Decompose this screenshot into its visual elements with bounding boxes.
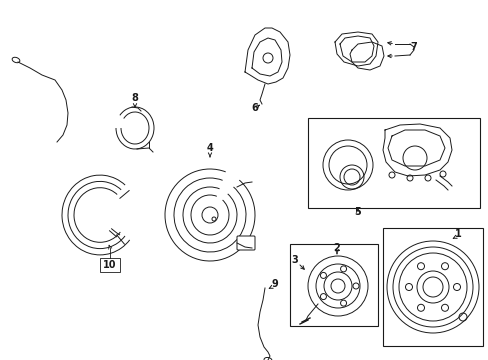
Bar <box>100 258 120 272</box>
Text: 5: 5 <box>354 207 361 217</box>
Text: 4: 4 <box>206 143 213 153</box>
Text: 6: 6 <box>251 103 258 113</box>
Bar <box>382 228 482 346</box>
Text: 9: 9 <box>271 279 278 289</box>
Text: 1: 1 <box>454 229 461 239</box>
Bar <box>307 118 479 208</box>
Text: 7: 7 <box>410 42 417 52</box>
FancyBboxPatch shape <box>237 236 254 250</box>
Text: 10: 10 <box>103 260 117 270</box>
Text: 2: 2 <box>333 243 340 253</box>
Bar <box>289 244 377 326</box>
Text: 8: 8 <box>131 93 138 103</box>
Text: 3: 3 <box>291 255 298 265</box>
